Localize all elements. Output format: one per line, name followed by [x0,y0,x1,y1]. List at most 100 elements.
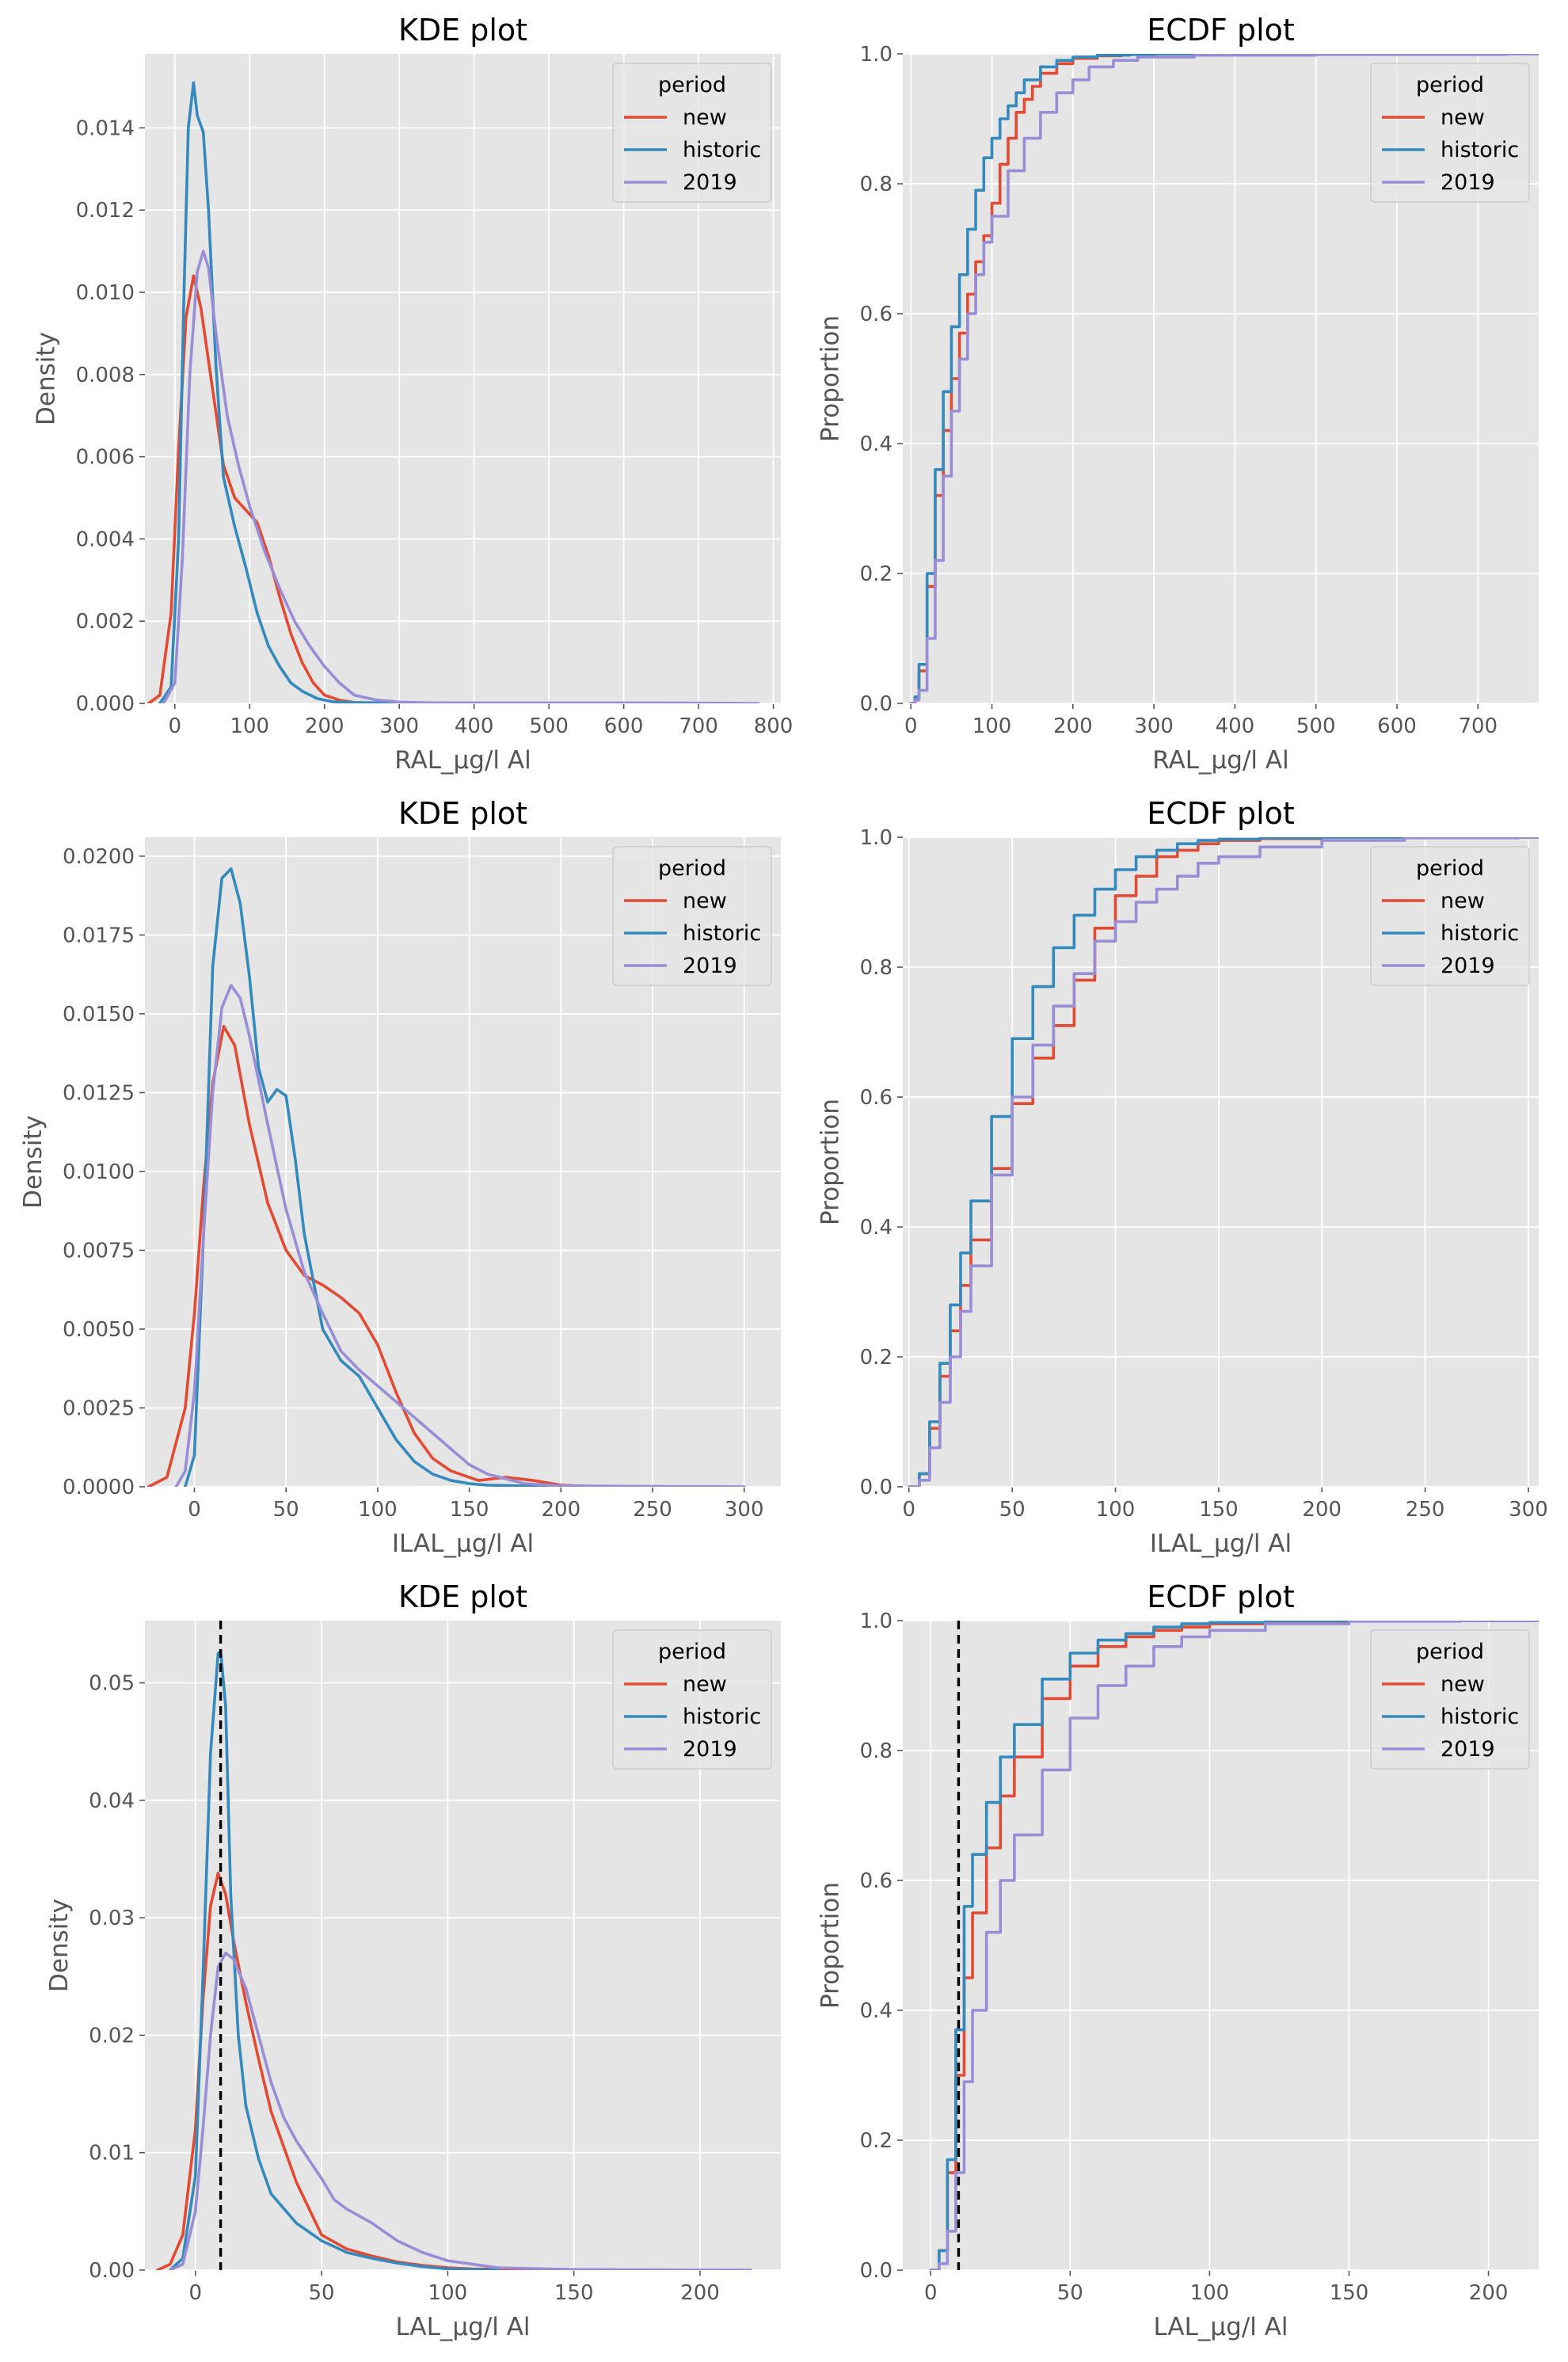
chart-title: ECDF plot [1147,13,1295,48]
x-tick-label: 150 [1330,2281,1369,2305]
kde_ilal-panel: 0 50 100 150 200 250 300 0.0000 0.0025 0.0050 0.00… [19,796,781,1558]
legend: period new historic 2019 [1370,1629,1530,1770]
legend-label-2019: 2019 [1441,170,1495,195]
y-tick-label: 0.010 [76,281,135,305]
x-tick-label: 100 [358,1498,398,1522]
y-tick-label: 0.8 [860,956,892,980]
y-tick-label: 0.0175 [63,924,135,947]
x-tick-label: 0 [924,2281,938,2305]
y-tick-label: 0.2 [860,562,892,586]
series-group [929,1621,1539,2270]
ecdf_lal-panel: 0 50 100 150 200 0.0 0.2 0.4 0.6 0.8 1.0 ECDF plot L… [816,1579,1539,2341]
x-tick-label: 0 [188,1498,201,1522]
y-axis-label: Density [19,1115,48,1209]
y-tick-label: 0.2 [860,2129,892,2153]
legend-title: period [1416,1640,1484,1664]
x-tick-label: 200 [1469,2281,1509,2305]
legend-label-new: new [1441,105,1485,130]
x-tick-label: 100 [972,714,1012,738]
series-line-new [908,837,1539,1487]
x-tick-label: 700 [1458,714,1498,738]
y-tick-label: 0.014 [76,116,135,140]
ecdf_ilal-panel: 0 50 100 150 200 250 300 0.0 0.2 0.4 0.6 0.8 1.0 ECDF… [816,796,1548,1558]
x-tick-label: 400 [455,714,494,738]
y-tick-label: 0.012 [76,199,135,223]
legend-label-new: new [1441,1672,1485,1697]
y-tick-label: 0.4 [860,432,892,456]
x-tick-label: 0 [904,714,918,738]
series-line-historic [158,81,513,703]
x-tick-label: 0 [169,714,182,738]
series-line-2019 [909,54,1539,703]
x-axis-label: RAL_µg/l Al [1152,746,1288,775]
y-tick-label: 0.8 [860,173,892,196]
x-tick-label: 700 [679,714,718,738]
y-tick-label: 0.0 [860,1476,892,1499]
y-tick-label: 0.008 [76,364,135,387]
x-axis-label: LAL_µg/l Al [1153,2313,1288,2341]
legend-label-2019: 2019 [1441,1737,1495,1762]
y-tick-label: 0.8 [860,1739,892,1763]
y-tick-label: 0.0125 [63,1081,135,1105]
legend-label-2019: 2019 [1441,954,1495,978]
x-tick-label: 800 [754,714,794,738]
legend: period new historic 2019 [1370,63,1530,203]
x-tick-label: 150 [554,2281,594,2305]
x-axis-label: ILAL_µg/l Al [392,1530,534,1558]
series-line-historic [909,54,1539,703]
x-tick-label: 100 [230,714,269,738]
y-tick-label: 0.0100 [63,1160,135,1184]
legend-label-new: new [683,105,727,130]
chart-title: ECDF plot [1147,1579,1295,1614]
series-line-2019 [174,984,746,1487]
legend-label-new: new [683,1672,727,1697]
series-line-2019 [169,1951,752,2270]
legend-title: period [658,73,726,97]
legend-label-historic: historic [1441,921,1519,946]
chart-title: ECDF plot [1147,796,1295,831]
x-tick-label: 250 [1406,1498,1445,1522]
x-tick-label: 200 [680,2281,720,2305]
ecdf_ral-panel: 0 100 200 300 400 500 600 700 0.0 0.2 0.4 0.6 0.8 1.0… [816,13,1539,775]
legend: period new historic 2019 [612,63,772,203]
y-tick-label: 0.004 [76,528,135,551]
legend-title: period [658,856,726,881]
legend-frame [612,1629,772,1770]
x-tick-label: 400 [1216,714,1255,738]
series-line-2019 [929,1621,1539,2270]
x-axis-label: RAL_µg/l Al [394,746,531,775]
legend-label-2019: 2019 [683,954,737,978]
legend: period new historic 2019 [612,846,772,986]
series-group [908,837,1539,1487]
series-line-historic [184,867,563,1487]
x-axis-label: ILAL_µg/l Al [1150,1530,1292,1558]
x-tick-label: 300 [1134,714,1174,738]
y-tick-label: 0.01 [89,2142,135,2166]
series-group [156,1649,752,2270]
x-tick-label: 50 [309,2281,335,2305]
legend-frame [1370,1629,1530,1770]
y-tick-label: 0.0025 [63,1396,135,1420]
y-tick-label: 0.05 [89,1672,135,1696]
x-tick-label: 150 [450,1498,489,1522]
legend-frame [1370,846,1530,986]
series-line-2019 [908,837,1539,1487]
legend: period new historic 2019 [1370,846,1530,986]
legend-label-historic: historic [1441,138,1519,162]
y-tick-label: 0.03 [89,1907,135,1930]
y-tick-label: 0.0200 [63,845,135,869]
x-tick-label: 100 [1190,2281,1230,2305]
series-group [147,867,746,1487]
x-tick-label: 0 [188,2281,202,2305]
series-line-2019 [162,250,760,703]
series-line-new [147,1025,599,1487]
y-tick-label: 0.002 [76,610,135,634]
y-axis-label: Density [32,332,61,425]
y-tick-label: 0.4 [860,1216,892,1240]
y-tick-label: 1.0 [860,826,892,850]
legend-frame [612,63,772,203]
legend: period new historic 2019 [612,1629,772,1770]
y-tick-label: 0.006 [76,446,135,470]
chart-title: KDE plot [398,796,527,831]
y-tick-label: 0.0150 [63,1003,135,1027]
